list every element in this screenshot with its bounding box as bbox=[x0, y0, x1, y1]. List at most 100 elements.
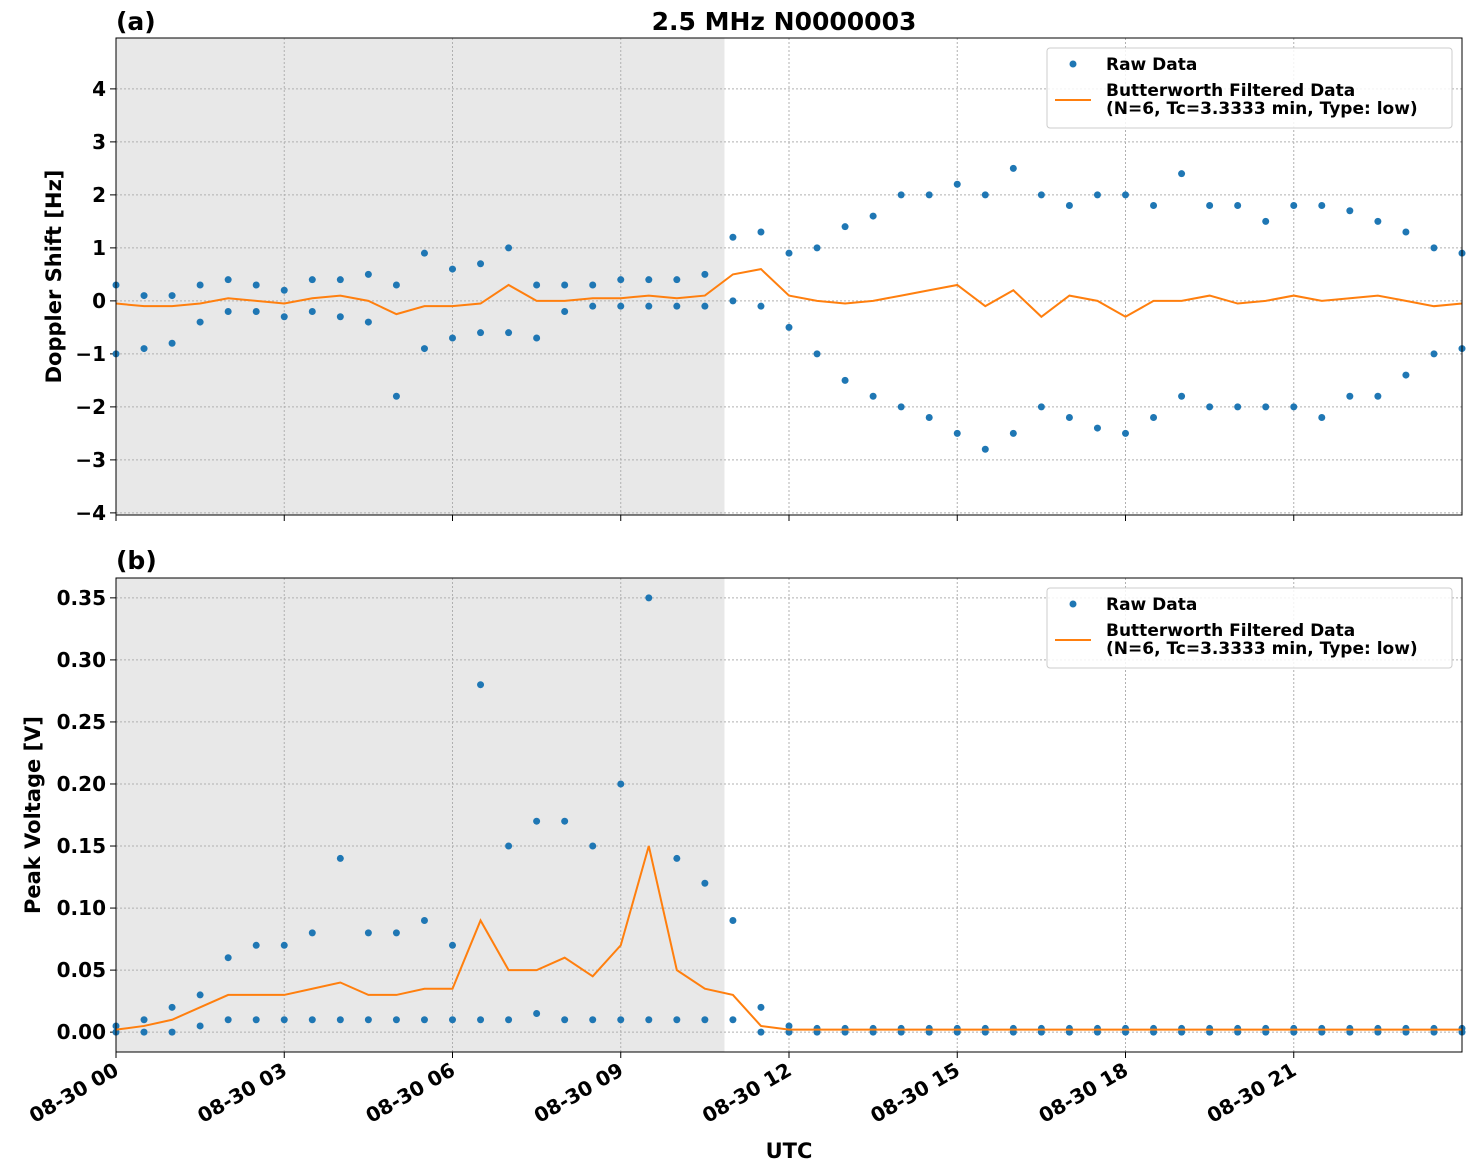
raw-point bbox=[505, 329, 513, 337]
raw-point bbox=[1374, 217, 1382, 225]
raw-point bbox=[589, 1016, 597, 1024]
x-tick-label: 08-30 03 bbox=[193, 1058, 291, 1128]
raw-point bbox=[477, 329, 485, 337]
raw-point bbox=[280, 1016, 288, 1024]
raw-point bbox=[841, 376, 849, 384]
raw-point bbox=[1402, 228, 1410, 236]
filtered-line bbox=[115, 268, 1463, 319]
raw-point bbox=[364, 1016, 372, 1024]
raw-point bbox=[252, 1016, 260, 1024]
legend-label: Raw Data bbox=[1106, 55, 1197, 75]
raw-point bbox=[1430, 244, 1438, 252]
raw-point bbox=[168, 1003, 176, 1011]
raw-point bbox=[168, 339, 176, 347]
raw-point bbox=[1009, 429, 1017, 437]
y-tick-label: −4 bbox=[75, 501, 106, 525]
raw-point bbox=[224, 1016, 232, 1024]
raw-point bbox=[701, 1016, 709, 1024]
raw-point bbox=[477, 681, 485, 689]
raw-point bbox=[729, 916, 737, 924]
raw-point bbox=[785, 1022, 793, 1030]
raw-point bbox=[701, 302, 709, 310]
raw-point bbox=[1150, 413, 1158, 421]
y-tick-label: 0.20 bbox=[57, 772, 106, 796]
raw-point bbox=[1122, 429, 1129, 437]
raw-point bbox=[392, 1016, 400, 1024]
raw-point bbox=[196, 991, 204, 999]
raw-point bbox=[1206, 201, 1214, 209]
raw-point bbox=[729, 1016, 737, 1024]
raw-point bbox=[1346, 207, 1354, 215]
x-tick-label: 08-30 18 bbox=[1034, 1058, 1132, 1128]
y-tick-label: −3 bbox=[75, 448, 106, 472]
raw-point bbox=[757, 228, 765, 236]
raw-point bbox=[168, 1028, 176, 1036]
raw-point bbox=[140, 345, 148, 353]
raw-point bbox=[1093, 424, 1101, 432]
raw-point bbox=[336, 854, 344, 862]
x-tick-label: 08-30 21 bbox=[1203, 1058, 1301, 1128]
raw-point bbox=[1206, 403, 1214, 411]
raw-point bbox=[1065, 413, 1073, 421]
raw-point bbox=[673, 302, 681, 310]
raw-point bbox=[224, 307, 232, 315]
legend-label: Raw Data bbox=[1106, 595, 1197, 615]
y-tick-label: 4 bbox=[92, 77, 106, 101]
raw-point bbox=[336, 313, 344, 321]
raw-point bbox=[196, 281, 204, 289]
x-axis-label: UTC bbox=[766, 1139, 813, 1163]
raw-point bbox=[757, 1003, 765, 1011]
raw-point bbox=[1374, 392, 1382, 400]
raw-point bbox=[645, 302, 653, 310]
raw-point bbox=[1037, 191, 1045, 199]
y-tick-label: 0.00 bbox=[57, 1020, 106, 1044]
raw-point bbox=[1318, 201, 1326, 209]
x-tick-label: 08-30 09 bbox=[530, 1058, 628, 1128]
raw-point bbox=[420, 1016, 428, 1024]
raw-point bbox=[1093, 191, 1101, 199]
raw-point bbox=[1009, 164, 1017, 172]
raw-point bbox=[168, 292, 176, 300]
y-tick-label: −2 bbox=[75, 395, 106, 419]
raw-point bbox=[729, 233, 737, 241]
filtered-line bbox=[115, 845, 1462, 1031]
plot-frame bbox=[115, 577, 1463, 1053]
raw-point bbox=[1234, 201, 1242, 209]
raw-point bbox=[336, 1016, 344, 1024]
raw-point bbox=[561, 1016, 569, 1024]
panel-label: (a) bbox=[116, 7, 156, 36]
raw-point bbox=[477, 1016, 485, 1024]
raw-point bbox=[308, 307, 316, 315]
raw-point bbox=[1178, 392, 1186, 400]
raw-point bbox=[673, 1016, 681, 1024]
raw-point bbox=[869, 212, 877, 220]
raw-point bbox=[533, 1010, 541, 1018]
raw-point bbox=[925, 413, 933, 421]
y-axis-label: Peak Voltage [V] bbox=[21, 716, 45, 914]
x-tick-label: 08-30 00 bbox=[25, 1058, 123, 1128]
y-tick-label: 2 bbox=[92, 183, 106, 207]
raw-point bbox=[729, 297, 737, 305]
raw-point bbox=[280, 286, 288, 294]
y-tick-label: 0.15 bbox=[57, 834, 106, 858]
raw-point bbox=[280, 313, 288, 321]
raw-point bbox=[897, 403, 905, 411]
raw-point bbox=[925, 191, 933, 199]
raw-point bbox=[364, 318, 372, 326]
raw-point bbox=[1290, 403, 1298, 411]
y-tick-label: 0 bbox=[92, 289, 106, 313]
raw-point bbox=[561, 281, 569, 289]
raw-point bbox=[505, 1016, 513, 1024]
raw-point bbox=[336, 276, 344, 284]
raw-point bbox=[533, 817, 541, 825]
panel-label: (b) bbox=[116, 546, 157, 575]
raw-point bbox=[1234, 403, 1242, 411]
raw-point bbox=[645, 1016, 653, 1024]
legend-box bbox=[1046, 47, 1453, 129]
raw-point bbox=[1430, 350, 1438, 358]
raw-point bbox=[308, 276, 316, 284]
raw-point bbox=[869, 392, 877, 400]
y-tick-label: 1 bbox=[92, 236, 106, 260]
raw-point bbox=[981, 191, 989, 199]
chart-title: 2.5 MHz N0000003 bbox=[652, 7, 917, 36]
